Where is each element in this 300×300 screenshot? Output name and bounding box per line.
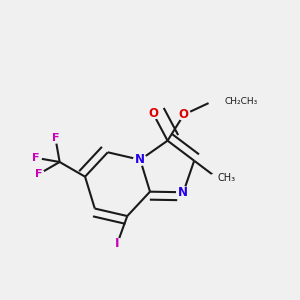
Ellipse shape	[209, 174, 226, 183]
Ellipse shape	[177, 187, 190, 198]
Text: I: I	[115, 237, 119, 250]
Text: F: F	[52, 134, 59, 143]
Text: CH₃: CH₃	[218, 173, 236, 183]
Ellipse shape	[134, 154, 147, 165]
Text: F: F	[32, 153, 40, 163]
Ellipse shape	[112, 238, 123, 249]
Ellipse shape	[50, 134, 61, 143]
Text: O: O	[179, 108, 189, 121]
Ellipse shape	[177, 109, 190, 120]
Text: N: N	[178, 186, 188, 199]
Ellipse shape	[34, 169, 44, 179]
Text: F: F	[35, 169, 43, 179]
Ellipse shape	[31, 153, 41, 163]
Ellipse shape	[146, 108, 160, 119]
Text: N: N	[135, 153, 145, 166]
Text: O: O	[148, 107, 158, 120]
Text: CH₂CH₃: CH₂CH₃	[225, 97, 258, 106]
